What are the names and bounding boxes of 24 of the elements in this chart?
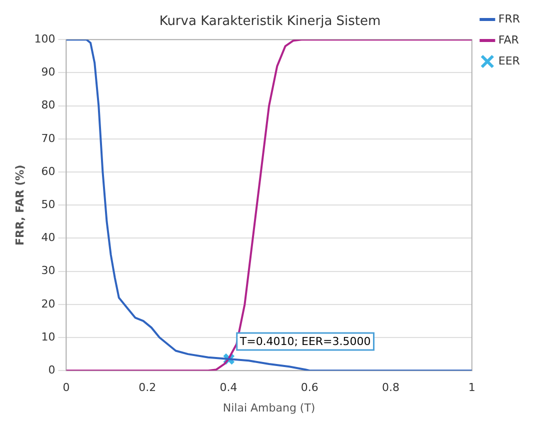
x-tick-label: 0 (62, 381, 70, 394)
annotation: T=0.4010; EER=3.5000 (238, 334, 371, 348)
y-tick-label: 70 (41, 132, 56, 145)
x-tick-label: 0.2 (138, 381, 156, 394)
x-tick-label: 1 (468, 381, 476, 394)
y-tick-label: 30 (41, 264, 56, 278)
y-tick-label: 90 (41, 66, 56, 79)
y-tick-label: 100 (34, 32, 56, 46)
y-tick-label: 10 (41, 330, 56, 344)
x-axis-title: Nilai Ambang (T) (222, 401, 316, 414)
legend-label: FAR (498, 33, 520, 46)
x-tick-label: 0.6 (300, 381, 318, 394)
y-tick-label: 80 (41, 98, 56, 112)
legend-label: FRR (498, 12, 520, 26)
y-tick-label: 20 (41, 297, 56, 310)
legend-label: EER (498, 54, 520, 68)
y-tick-label: 50 (41, 198, 56, 211)
y-axis-title: FRR, FAR (%) (13, 164, 26, 246)
x-tick-label: 0.8 (382, 381, 400, 394)
y-tick-label: 40 (41, 231, 56, 244)
chart-title: Kurva Karakteristik Kinerja Sistem (159, 14, 381, 30)
y-tick-label: 60 (41, 164, 56, 178)
x-tick-label: 0.4 (220, 381, 238, 394)
y-tick-label: 0 (48, 363, 56, 376)
